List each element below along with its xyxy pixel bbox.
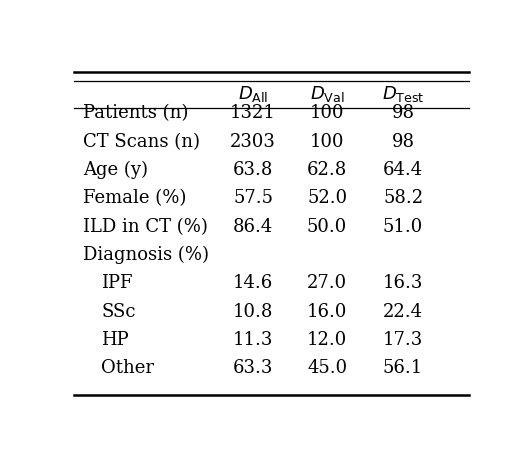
Text: 45.0: 45.0 [307, 359, 347, 377]
Text: 58.2: 58.2 [383, 189, 423, 207]
Text: Female (%): Female (%) [83, 189, 186, 207]
Text: 98: 98 [392, 133, 414, 151]
Text: 100: 100 [310, 104, 344, 123]
Text: 12.0: 12.0 [307, 331, 347, 349]
Text: IPF: IPF [101, 274, 132, 292]
Text: 62.8: 62.8 [307, 161, 347, 179]
Text: 51.0: 51.0 [383, 218, 423, 236]
Text: Other: Other [101, 359, 154, 377]
Text: ILD in CT (%): ILD in CT (%) [83, 218, 208, 236]
Text: 11.3: 11.3 [233, 331, 273, 349]
Text: 16.3: 16.3 [383, 274, 423, 292]
Text: 63.8: 63.8 [233, 161, 273, 179]
Text: Patients (n): Patients (n) [83, 104, 188, 123]
Text: 1321: 1321 [230, 104, 276, 123]
Text: SSc: SSc [101, 303, 136, 321]
Text: 10.8: 10.8 [233, 303, 273, 321]
Text: 16.0: 16.0 [307, 303, 347, 321]
Text: $D_{\mathrm{Test}}$: $D_{\mathrm{Test}}$ [382, 83, 425, 103]
Text: 86.4: 86.4 [233, 218, 273, 236]
Text: $D_{\mathrm{All}}$: $D_{\mathrm{All}}$ [238, 83, 268, 103]
Text: 50.0: 50.0 [307, 218, 347, 236]
Text: HP: HP [101, 331, 129, 349]
Text: 56.1: 56.1 [383, 359, 423, 377]
Text: 100: 100 [310, 133, 344, 151]
Text: Diagnosis (%): Diagnosis (%) [83, 246, 209, 264]
Text: 14.6: 14.6 [233, 274, 273, 292]
Text: 17.3: 17.3 [383, 331, 423, 349]
Text: 27.0: 27.0 [307, 274, 347, 292]
Text: 64.4: 64.4 [383, 161, 423, 179]
Text: 57.5: 57.5 [233, 189, 273, 207]
Text: 98: 98 [392, 104, 414, 123]
Text: 22.4: 22.4 [383, 303, 423, 321]
Text: Age (y): Age (y) [83, 161, 148, 179]
Text: 63.3: 63.3 [233, 359, 273, 377]
Text: CT Scans (n): CT Scans (n) [83, 133, 200, 151]
Text: 2303: 2303 [230, 133, 276, 151]
Text: $D_{\mathrm{Val}}$: $D_{\mathrm{Val}}$ [310, 83, 344, 103]
Text: 52.0: 52.0 [307, 189, 347, 207]
